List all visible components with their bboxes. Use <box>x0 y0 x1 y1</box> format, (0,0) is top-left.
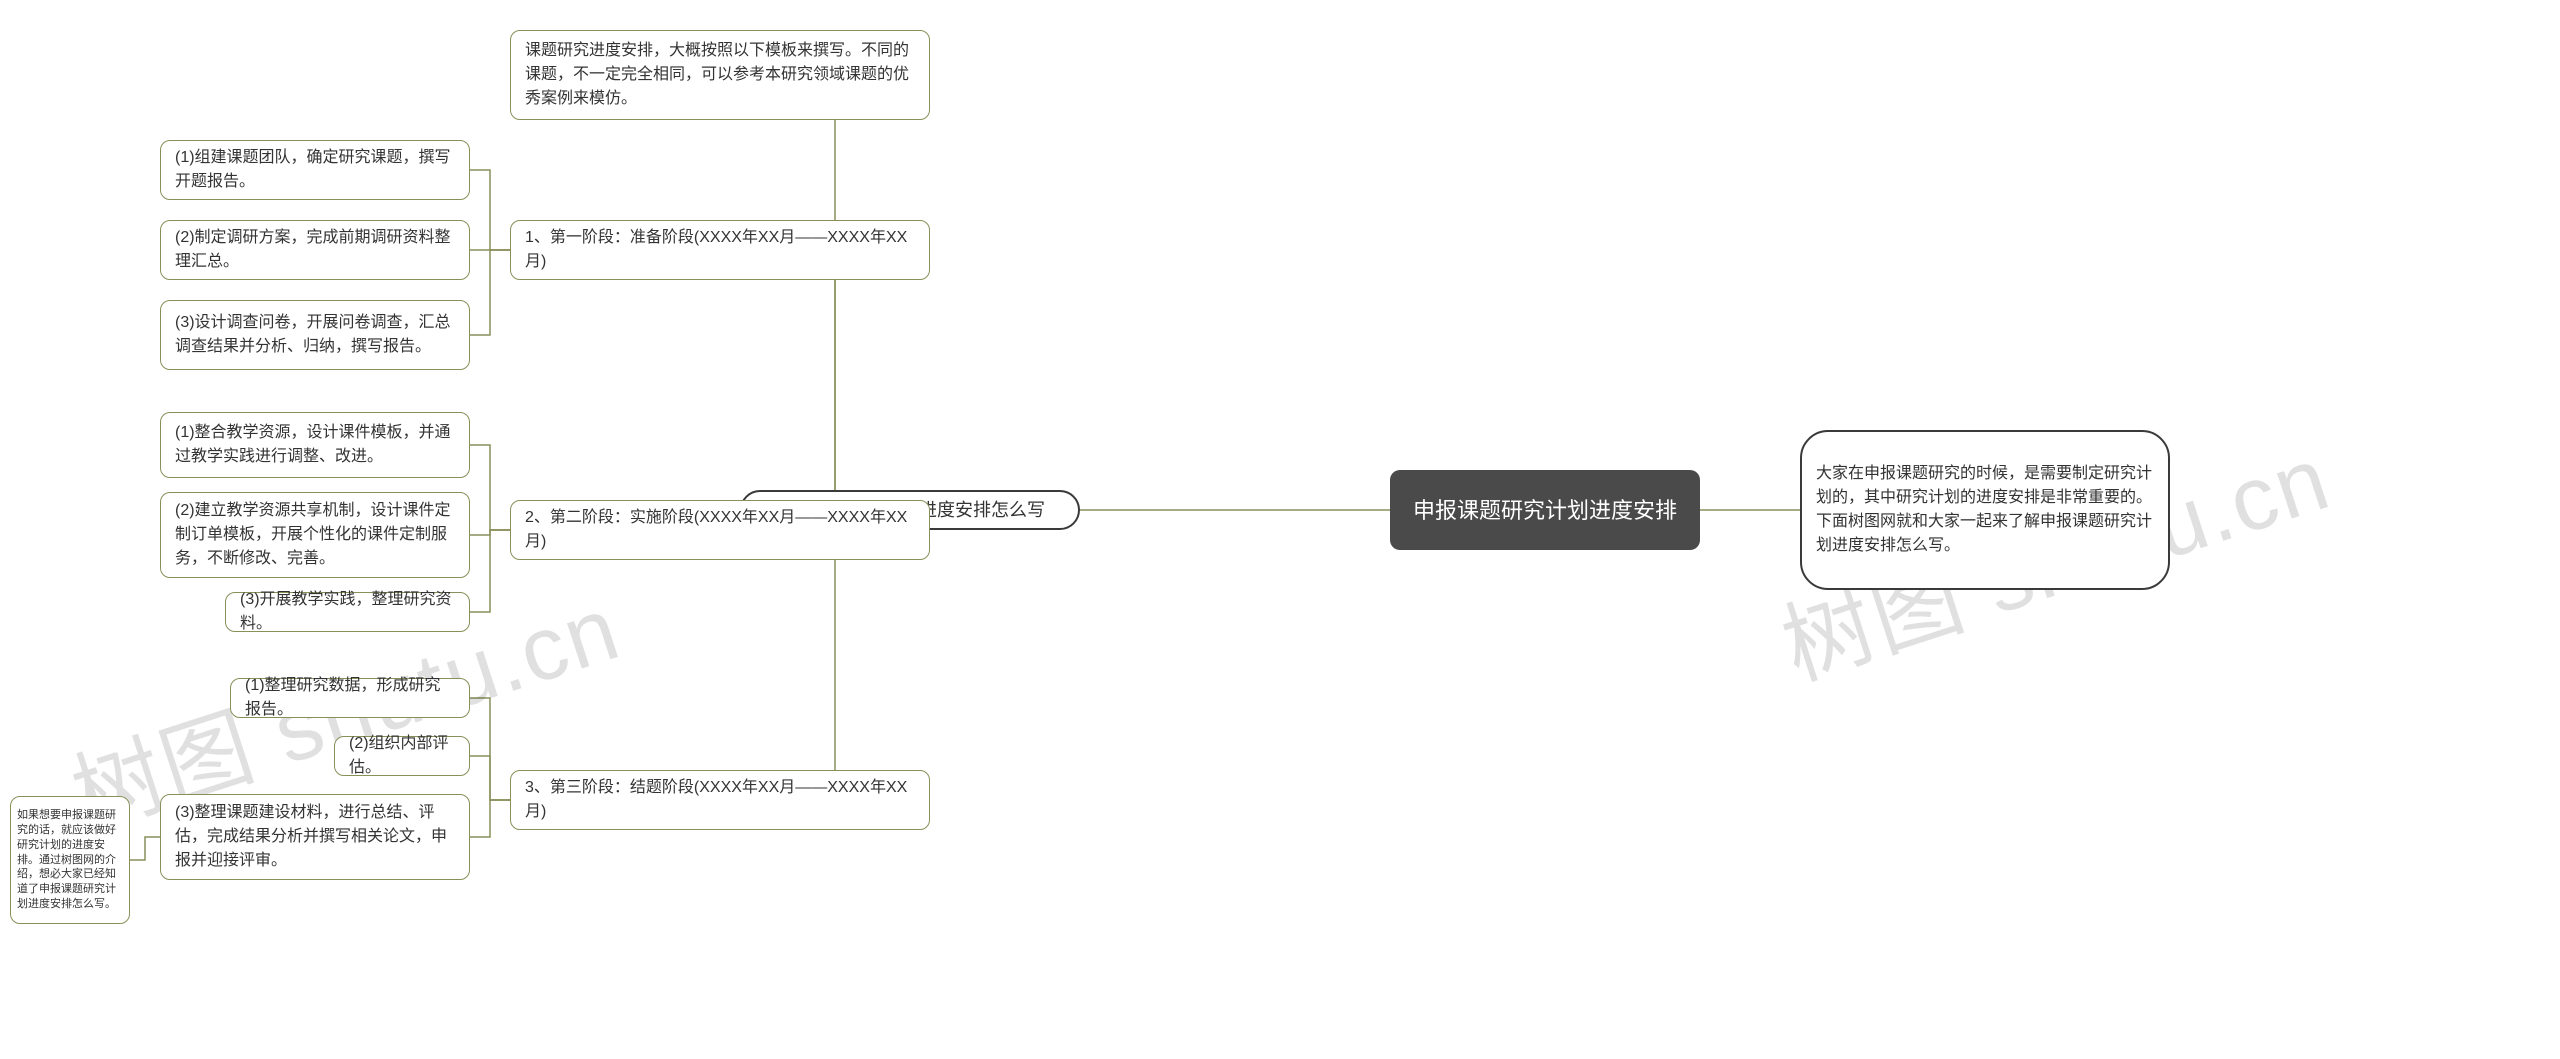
connector <box>470 445 510 530</box>
connector <box>470 800 510 837</box>
description-node: 大家在申报课题研究的时候，是需要制定研究计划的，其中研究计划的进度安排是非常重要… <box>1800 430 2170 590</box>
connector <box>740 75 930 510</box>
phase-3-step-3: (3)整理课题建设材料，进行总结、评估，完成结果分析并撰写相关论文，申报并迎接评… <box>160 794 470 880</box>
root-node[interactable]: 申报课题研究计划进度安排 <box>1390 470 1700 550</box>
connector <box>470 756 510 800</box>
connector <box>470 530 510 535</box>
phase-2-step-1: (1)整合教学资源，设计课件模板，并通过教学实践进行调整、改进。 <box>160 412 470 478</box>
phase-1-step-1: (1)组建课题团队，确定研究课题，撰写开题报告。 <box>160 140 470 200</box>
phase-1-node[interactable]: 1、第一阶段：准备阶段(XXXX年XX月——XXXX年XX月) <box>510 220 930 280</box>
connector <box>470 530 510 612</box>
phase-2-node[interactable]: 2、第二阶段：实施阶段(XXXX年XX月——XXXX年XX月) <box>510 500 930 560</box>
connector <box>470 170 510 250</box>
phase-2-step-3: (3)开展教学实践，整理研究资料。 <box>225 592 470 632</box>
footer-note-node: 如果想要申报课题研究的话，就应该做好研究计划的进度安排。通过树图网的介绍，想必大… <box>10 796 130 924</box>
phase-3-step-2: (2)组织内部评估。 <box>334 736 470 776</box>
phase-1-step-2: (2)制定调研方案，完成前期调研资料整理汇总。 <box>160 220 470 280</box>
phase-3-step-1: (1)整理研究数据，形成研究报告。 <box>230 678 470 718</box>
connector <box>740 250 930 510</box>
phase-2-step-2: (2)建立教学资源共享机制，设计课件定制订单模板，开展个性化的课件定制服务，不断… <box>160 492 470 578</box>
phase-1-step-3: (3)设计调查问卷，开展问卷调查，汇总调查结果并分析、归纳，撰写报告。 <box>160 300 470 370</box>
connector <box>130 837 160 860</box>
connector <box>470 250 510 335</box>
connector <box>470 698 510 800</box>
intro-template-node: 课题研究进度安排，大概按照以下模板来撰写。不同的课题，不一定完全相同，可以参考本… <box>510 30 930 120</box>
phase-3-node[interactable]: 3、第三阶段：结题阶段(XXXX年XX月——XXXX年XX月) <box>510 770 930 830</box>
